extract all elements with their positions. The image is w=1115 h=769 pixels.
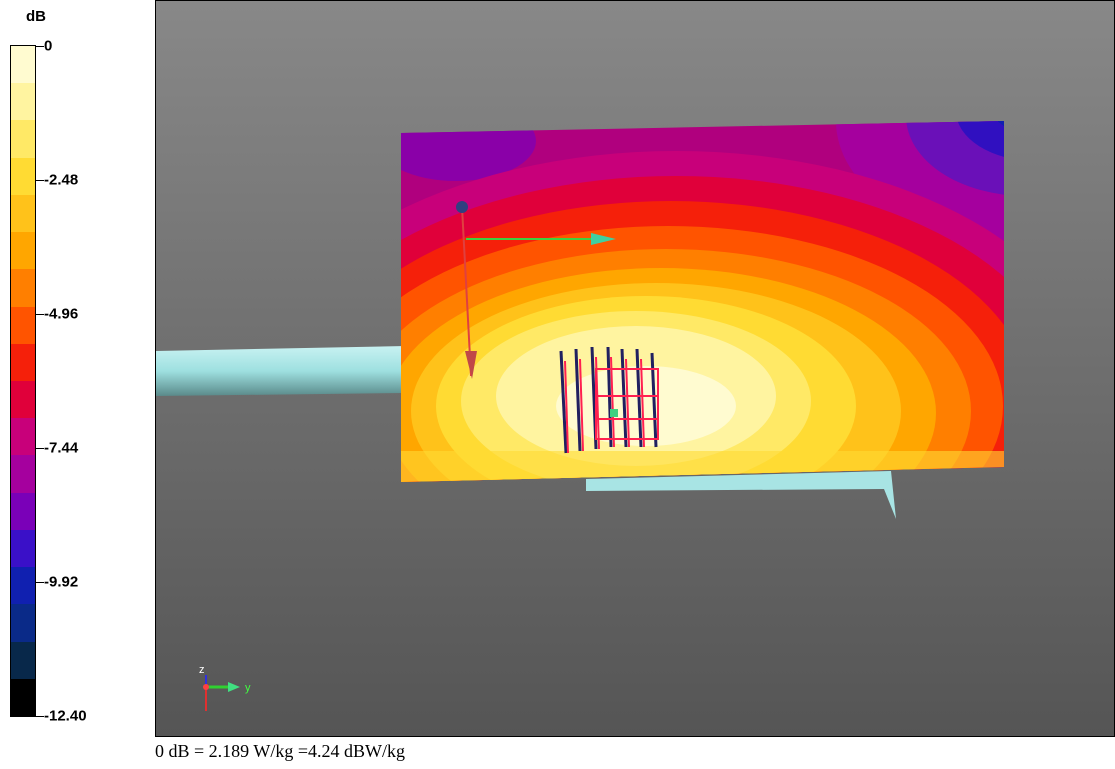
color-band [11, 418, 35, 456]
color-band [11, 604, 35, 643]
colorbar-tick [36, 448, 44, 449]
color-band [11, 381, 35, 419]
3d-viewport[interactable]: z y [155, 0, 1115, 737]
colorbar-tick [36, 716, 44, 717]
color-band [11, 157, 35, 196]
color-band [11, 529, 35, 568]
color-band [11, 567, 35, 605]
color-band [11, 232, 35, 270]
field-contours [401, 121, 1004, 482]
colorbar-tick [36, 582, 44, 583]
orientation-triad: z y [199, 664, 251, 711]
colorbar-tick-label: -2.48 [44, 171, 79, 189]
color-band [11, 269, 35, 308]
phantom-base [586, 471, 896, 519]
color-band [11, 120, 35, 159]
antenna-structure [559, 346, 659, 454]
sar-field-render: z y [156, 121, 1004, 711]
legend-unit-label: dB [26, 8, 46, 25]
color-band [11, 455, 35, 494]
colorbar-tick-label: -7.44 [44, 439, 79, 457]
colorbar-tick-label: -12.40 [44, 707, 87, 725]
y-axis-label: y [245, 682, 251, 694]
colorbar-tick [36, 180, 44, 181]
color-band [11, 194, 35, 233]
z-axis-label: z [199, 664, 205, 676]
colorbar-tick [36, 314, 44, 315]
cable-tube [156, 346, 406, 396]
color-band [11, 678, 35, 716]
colorbar-tick-label: -4.96 [44, 305, 79, 323]
reference-level-text: 0 dB = 2.189 W/kg =4.24 dBW/kg [155, 741, 405, 761]
color-scale-bar [10, 45, 36, 717]
color-band [11, 641, 35, 680]
color-band [11, 343, 35, 382]
colorbar-tick-label: 0 [44, 37, 53, 55]
color-band [11, 46, 35, 84]
colorbar-tick [36, 46, 44, 47]
color-band [11, 306, 35, 345]
color-band [11, 492, 35, 531]
colorbar-tick-label: -9.92 [44, 573, 79, 591]
color-band [11, 83, 35, 121]
